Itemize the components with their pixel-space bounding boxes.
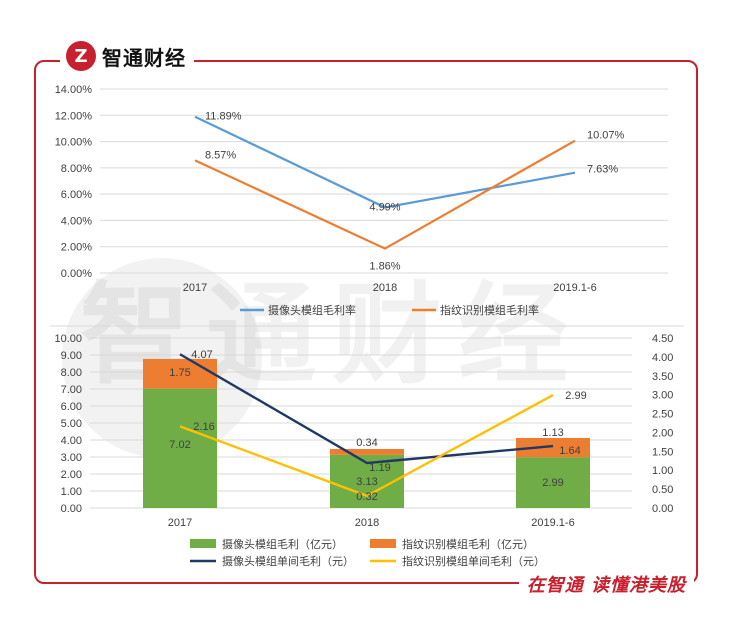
content-frame	[34, 60, 698, 584]
legend-label: 摄像头模组毛利（亿元）	[222, 537, 343, 551]
legend-label: 指纹识别模组毛利率	[440, 303, 539, 317]
data-label: 1.86%	[369, 261, 400, 273]
legend-swatch	[190, 539, 216, 548]
x-tick-label: 2018	[355, 517, 379, 529]
data-label: 7.02	[169, 439, 190, 451]
y-tick-label: 2.00	[61, 469, 82, 481]
legend-label: 指纹识别模组毛利（亿元）	[402, 537, 534, 551]
legend-label: 指纹识别模组单间毛利（元）	[402, 554, 545, 568]
y-tick-label: 5.00	[61, 418, 82, 430]
y-tick-label: 4.00%	[61, 215, 92, 227]
y2-tick-label: 2.50	[652, 409, 673, 421]
y-tick-label: 3.00	[61, 452, 82, 464]
data-label: 10.07%	[587, 130, 625, 142]
y-tick-label: 6.00%	[61, 189, 92, 201]
y2-tick-label: 1.50	[652, 446, 673, 458]
bar-segment	[143, 358, 217, 389]
x-tick-label: 2017	[183, 282, 207, 294]
y-tick-label: 14.00%	[55, 84, 93, 96]
data-label: 1.64	[559, 445, 580, 457]
bar-segment	[516, 457, 590, 508]
data-label: 1.13	[542, 427, 563, 439]
y-tick-label: 7.00	[61, 384, 82, 396]
y2-tick-label: 1.00	[652, 465, 673, 477]
y2-tick-label: 4.50	[652, 333, 673, 345]
y-tick-label: 10.00%	[55, 137, 93, 149]
x-tick-label: 2017	[168, 517, 192, 529]
series-line	[194, 115, 576, 209]
y-tick-label: 6.00	[61, 401, 82, 413]
bar-segment	[143, 388, 217, 508]
y2-tick-label: 4.00	[652, 352, 673, 364]
brand-logo-icon: Z	[66, 41, 96, 71]
data-label: 0.32	[356, 491, 377, 503]
bar-segment	[516, 437, 590, 458]
y-tick-label: 4.00	[61, 435, 82, 447]
data-label: 7.63%	[587, 164, 618, 176]
data-label: 2.99	[565, 390, 586, 402]
data-label: 2.99	[542, 477, 563, 489]
y-tick-label: 8.00%	[61, 163, 92, 175]
series-line	[179, 353, 554, 465]
data-label: 1.75	[169, 367, 190, 379]
data-label: 2.16	[193, 421, 214, 433]
y-tick-label: 1.00	[61, 486, 82, 498]
x-tick-label: 2019.1-6	[531, 517, 574, 529]
y2-tick-label: 3.00	[652, 390, 673, 402]
legend-label: 摄像头模组毛利率	[268, 303, 356, 317]
y2-tick-label: 3.50	[652, 371, 673, 383]
data-label: 3.13	[356, 476, 377, 488]
y2-tick-label: 0.00	[652, 503, 673, 515]
y-tick-label: 10.00	[54, 333, 82, 345]
y-tick-label: 8.00	[61, 367, 82, 379]
bar-segment	[330, 449, 404, 455]
data-label: 11.89%	[205, 111, 242, 123]
data-label: 4.07	[191, 349, 212, 361]
x-tick-label: 2019.1-6	[553, 282, 596, 294]
data-label: 4.99%	[369, 201, 400, 213]
y-tick-label: 0.00%	[61, 268, 92, 280]
data-label: 1.19	[369, 462, 390, 474]
y-tick-label: 2.00%	[61, 242, 92, 254]
legend-label: 摄像头模组单间毛利（元）	[222, 554, 354, 568]
y-tick-label: 9.00	[61, 350, 82, 362]
x-tick-label: 2018	[373, 282, 397, 294]
series-line	[179, 393, 554, 498]
brand-slogan: 在智通 读懂港美股	[518, 570, 694, 598]
brand-header: Z 智通财经	[60, 38, 194, 74]
legend-swatch	[370, 539, 396, 548]
series-line	[194, 139, 576, 250]
data-label: 0.34	[356, 437, 377, 449]
y2-tick-label: 0.50	[652, 484, 673, 496]
brand-name: 智通财经	[102, 45, 186, 70]
y-tick-label: 12.00%	[55, 110, 93, 122]
y2-tick-label: 2.00	[652, 427, 673, 439]
data-label: 8.57%	[205, 149, 236, 161]
y-tick-label: 0.00	[61, 503, 82, 515]
